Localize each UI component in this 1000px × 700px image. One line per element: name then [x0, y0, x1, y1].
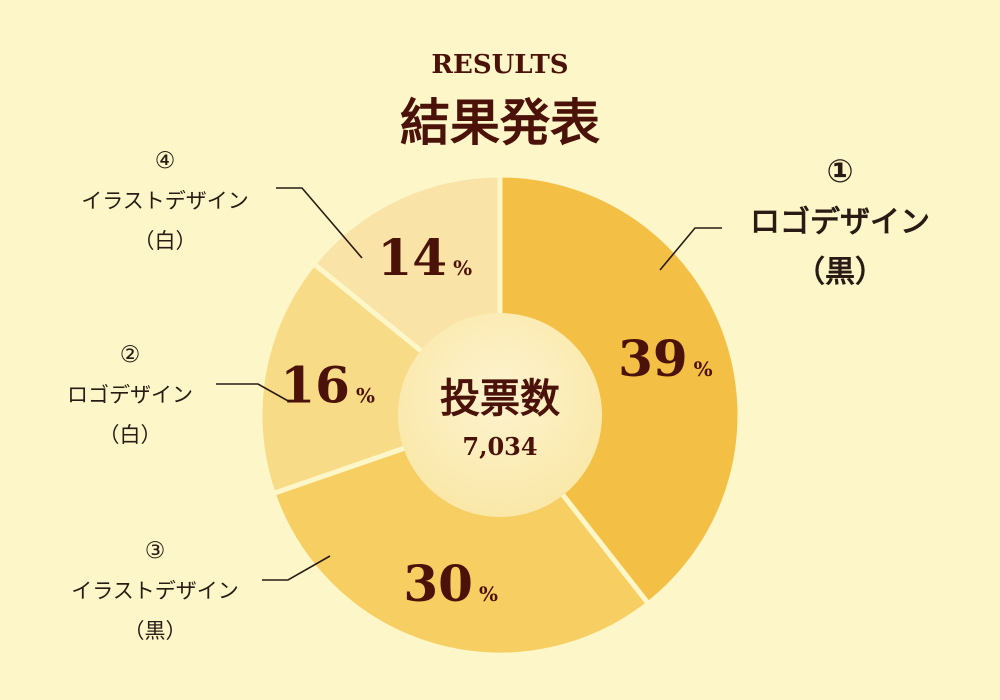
results-subtitle: RESULTS: [431, 50, 568, 80]
slice-percent-1: 39%: [618, 329, 713, 388]
center-value: 7,034: [462, 432, 537, 461]
leader-line-3: [216, 383, 291, 403]
leader-line-2: [262, 555, 331, 581]
slice-percent-4: 14%: [377, 228, 472, 287]
slice-2: [270, 412, 652, 658]
center-disc: [398, 313, 602, 517]
slice-percent-2: 30%: [403, 554, 498, 613]
slice-name-1: ロゴデザイン: [750, 205, 930, 240]
slice-number-3: ②: [120, 342, 141, 368]
slice-name-2: イラストデザイン: [71, 579, 239, 603]
slice-variant-1: （黒）: [795, 255, 885, 290]
slice-callouts: ① ロゴデザイン （黒） ③ イラストデザイン （黒） ② ロゴデザイン （白） ④ イラストデザイ…: [67, 148, 930, 643]
page-title: 結果発表: [400, 94, 600, 152]
leader-line-4: [276, 187, 363, 259]
slice-number-1: ①: [826, 152, 853, 190]
slice-name-3: ロゴデザイン: [67, 383, 193, 407]
slice-variant-2: （黒）: [124, 619, 187, 643]
slice-3: [257, 260, 506, 497]
slice-name-4: イラストデザイン: [81, 189, 249, 213]
slice-number-4: ④: [155, 148, 176, 174]
slice-1: [497, 172, 743, 608]
slice-percent-3: 16%: [280, 356, 375, 415]
percent-labels: 39 % 30 % 16 % 14%: [280, 228, 712, 613]
leader-line-1: [659, 227, 722, 271]
center-label: 投票数: [440, 376, 560, 422]
slice-number-2: ③: [145, 538, 166, 564]
donut-slices: [257, 172, 743, 658]
slice-variant-4: （白）: [134, 229, 197, 253]
slice-variant-3: （白）: [99, 423, 162, 447]
